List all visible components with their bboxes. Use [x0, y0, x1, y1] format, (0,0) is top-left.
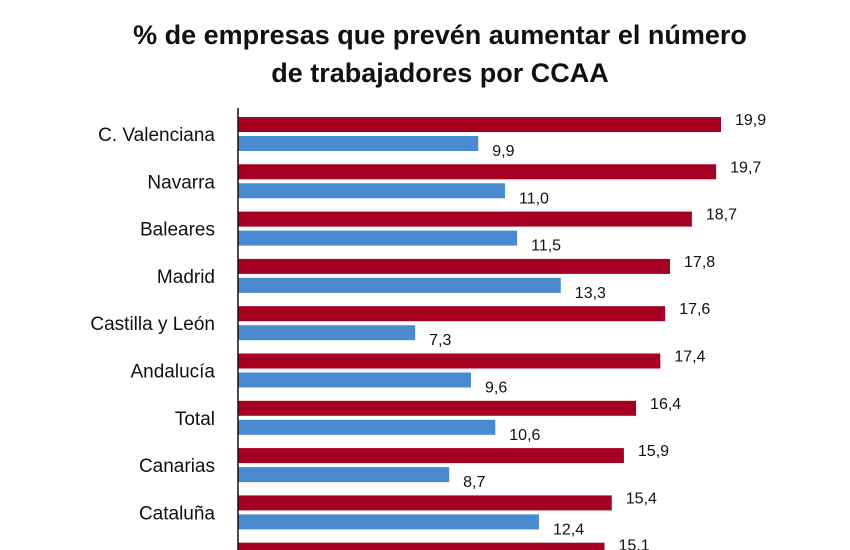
bar — [238, 117, 721, 132]
data-label: 17,8 — [684, 254, 715, 271]
data-label: 15,9 — [638, 443, 669, 460]
data-label: 7,3 — [429, 332, 451, 349]
bar — [238, 542, 605, 550]
bar — [238, 467, 450, 483]
bar — [238, 136, 479, 151]
category-label: Canarias — [139, 456, 215, 477]
bar — [238, 372, 472, 388]
bar — [238, 495, 612, 511]
data-label: 18,7 — [706, 207, 737, 224]
data-label: 12,4 — [553, 521, 584, 538]
data-label: 10,6 — [509, 427, 540, 444]
bar — [238, 353, 661, 369]
data-label: 17,6 — [679, 301, 710, 318]
data-label: 15,4 — [626, 490, 657, 507]
bar — [238, 306, 666, 322]
data-label: 8,7 — [463, 474, 485, 491]
category-label: Total — [175, 409, 215, 430]
bar — [238, 277, 561, 293]
bar — [238, 400, 637, 416]
data-label: 13,3 — [575, 285, 606, 302]
data-label: 11,5 — [531, 238, 561, 255]
data-label: 15,1 — [618, 538, 649, 550]
data-label: 19,7 — [730, 159, 761, 176]
data-label: 9,9 — [492, 143, 514, 160]
bar — [238, 325, 416, 341]
bar — [238, 230, 518, 246]
category-label: C. Valenciana — [98, 125, 215, 146]
data-label: 17,4 — [674, 349, 705, 366]
category-label: Cataluña — [139, 503, 215, 524]
category-label: Navarra — [147, 172, 215, 193]
bar — [238, 448, 624, 464]
bar — [238, 514, 539, 530]
data-label: 9,6 — [485, 380, 507, 397]
category-label: Madrid — [157, 267, 215, 288]
bar — [238, 211, 692, 227]
data-label: 16,4 — [650, 396, 681, 413]
bar — [238, 164, 717, 180]
bar — [238, 258, 671, 274]
chart-title-line-1: % de empresas que prevén aumentar el núm… — [133, 20, 747, 50]
category-label: Andalucía — [130, 362, 215, 383]
bar — [238, 183, 505, 199]
data-label: 11,0 — [519, 190, 549, 207]
data-label: 19,9 — [735, 112, 766, 129]
bar — [238, 419, 496, 435]
category-label: Baleares — [140, 220, 215, 241]
category-label: Castilla y León — [90, 314, 215, 335]
chart-title-line-2: de trabajadores por CCAA — [271, 58, 609, 88]
